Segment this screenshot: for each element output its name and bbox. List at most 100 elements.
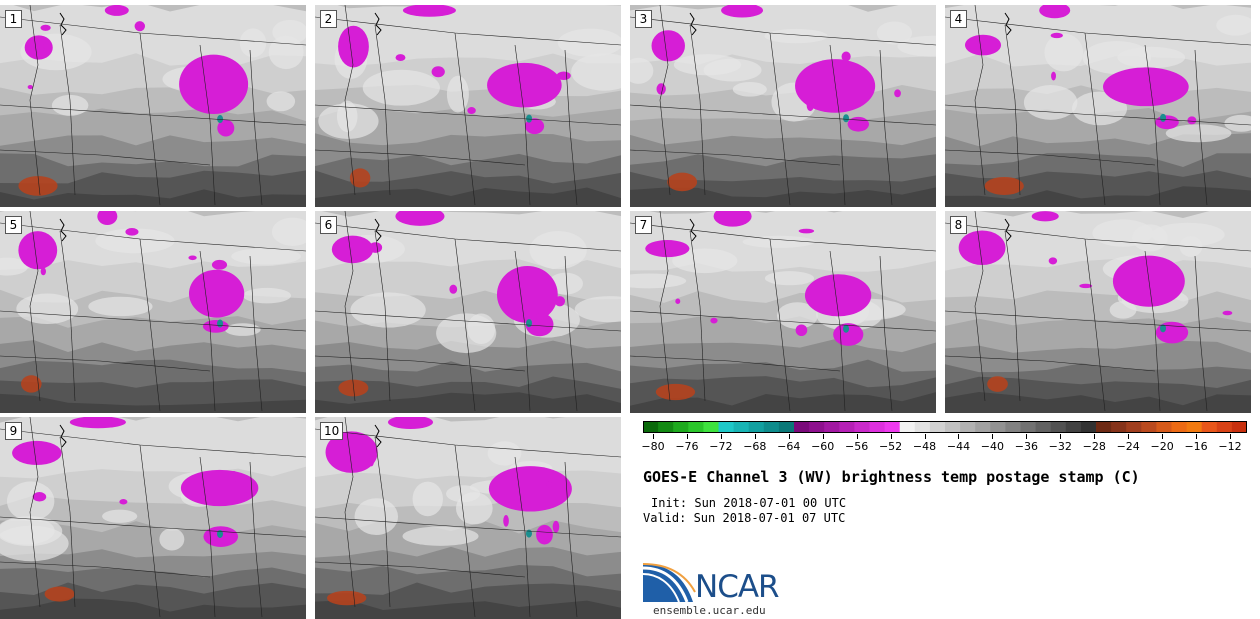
- member-number-label: 4: [950, 10, 967, 28]
- member-panel: 10: [315, 417, 621, 619]
- member-panel: 9: [0, 417, 306, 619]
- colorbar-tick-label: −16: [1184, 440, 1208, 453]
- colorbar-swatch: [975, 421, 991, 433]
- colorbar-tick: [1060, 434, 1062, 439]
- member-panel: 3: [630, 5, 936, 207]
- member-panel: 8: [945, 211, 1251, 413]
- colorbar-tick-label: −48: [912, 440, 937, 453]
- wv-map: [0, 211, 306, 413]
- colorbar-swatch: [778, 421, 795, 433]
- member-number-label: 7: [635, 216, 652, 234]
- colorbar-swatch: [794, 421, 810, 433]
- colorbar-tick-label: −68: [743, 440, 767, 453]
- valid-time: Valid: Sun 2018-07-01 07 UTC: [643, 511, 846, 525]
- colorbar-tick-label: −56: [845, 440, 869, 453]
- colorbar-swatch: [718, 421, 735, 433]
- colorbar-swatch: [1201, 421, 1218, 433]
- colorbar-swatch: [1005, 421, 1022, 433]
- colorbar-swatch: [1216, 421, 1233, 433]
- colorbar-swatch: [854, 421, 871, 433]
- member-panel: 4: [945, 5, 1251, 207]
- colorbar-tick-label: −60: [811, 440, 835, 453]
- colorbar-swatch: [748, 421, 765, 433]
- colorbar-swatch: [884, 421, 901, 433]
- site-url: ensemble.ucar.edu: [653, 604, 766, 617]
- colorbar-swatch: [929, 421, 946, 433]
- init-time: Init: Sun 2018-07-01 00 UTC: [651, 496, 847, 510]
- colorbar-tick: [890, 434, 892, 439]
- wv-map: [315, 5, 621, 207]
- colorbar-swatch: [824, 421, 840, 433]
- member-number-label: 1: [5, 10, 22, 28]
- colorbar-tick: [1196, 434, 1198, 439]
- colorbar-tick-label: −80: [641, 440, 665, 453]
- ncar-logo-icon: [643, 563, 696, 603]
- colorbar-tick: [720, 434, 722, 439]
- colorbar-swatch: [673, 421, 689, 433]
- colorbar-tick: [822, 434, 824, 439]
- colorbar-tick-label: −36: [1014, 440, 1038, 453]
- wv-map: [0, 5, 306, 207]
- colorbar-tick-label: −52: [878, 440, 903, 453]
- colorbar-tick: [1026, 434, 1028, 439]
- wv-map: [315, 211, 621, 413]
- colorbar-tick-label: −24: [1116, 440, 1140, 453]
- colorbar-swatch: [839, 421, 855, 433]
- colorbar-tick-label: −28: [1082, 440, 1106, 453]
- colorbar-swatch: [763, 421, 780, 433]
- colorbar-tick-label: −12: [1218, 440, 1242, 453]
- wv-map: [945, 5, 1251, 207]
- colorbar-swatch: [1126, 421, 1142, 433]
- colorbar-swatch: [1171, 421, 1188, 433]
- member-number-label: 6: [320, 216, 337, 234]
- member-number-label: 3: [635, 10, 652, 28]
- colorbar-tick: [788, 434, 790, 439]
- wv-map: [630, 211, 936, 413]
- colorbar-swatch: [869, 421, 886, 433]
- wv-map: [630, 5, 936, 207]
- colorbar-swatch: [1156, 421, 1173, 433]
- colorbar-swatch: [643, 421, 659, 433]
- figure-title: GOES-E Channel 3 (WV) brightness temp po…: [643, 468, 1140, 486]
- colorbar-swatch: [1186, 421, 1203, 433]
- colorbar-swatch: [1080, 421, 1097, 433]
- colorbar-tick: [924, 434, 926, 439]
- colorbar-swatch: [1096, 421, 1112, 433]
- colorbar-swatch: [1065, 421, 1082, 433]
- colorbar-swatch: [990, 421, 1006, 433]
- colorbar-swatch: [1035, 421, 1052, 433]
- colorbar-tick: [1162, 434, 1164, 439]
- member-panel: 7: [630, 211, 936, 413]
- colorbar-tick-label: −32: [1048, 440, 1072, 453]
- member-number-label: 9: [5, 422, 22, 440]
- member-number-label: 8: [950, 216, 967, 234]
- colorbar-tick: [653, 434, 654, 439]
- colorbar-ticks: −80 −76 −72 −68 −64 −60 −56 −52 −48 −44 −40 −36 −32−…: [641, 434, 1247, 460]
- colorbar-swatch: [960, 421, 976, 433]
- colorbar-swatch: [703, 421, 720, 433]
- colorbar-tick-label: −40: [980, 440, 1005, 453]
- member-number-label: 2: [320, 10, 337, 28]
- colorbar-tick: [958, 434, 960, 439]
- colorbar-tick: [1128, 434, 1130, 439]
- colorbar-tick: [992, 434, 994, 439]
- wv-map: [0, 417, 306, 619]
- colorbar-tick-label: −44: [946, 440, 971, 453]
- colorbar: [643, 421, 1247, 433]
- colorbar-swatch: [1050, 421, 1067, 433]
- wv-map: [945, 211, 1251, 413]
- member-panel: 6: [315, 211, 621, 413]
- wv-map: [315, 417, 621, 619]
- colorbar-swatch: [1020, 421, 1037, 433]
- colorbar-tick: [856, 434, 858, 439]
- colorbar-tick: [1094, 434, 1096, 439]
- colorbar-swatch: [1141, 421, 1157, 433]
- colorbar-swatch: [914, 421, 931, 433]
- member-number-label: 10: [320, 422, 344, 440]
- ncar-wordmark: NCAR: [695, 569, 780, 605]
- colorbar-tick: [686, 434, 688, 439]
- colorbar-swatch: [688, 421, 704, 433]
- colorbar-tick-label: −64: [777, 440, 801, 453]
- colorbar-tick: [754, 434, 756, 439]
- colorbar-tick: [1230, 434, 1231, 439]
